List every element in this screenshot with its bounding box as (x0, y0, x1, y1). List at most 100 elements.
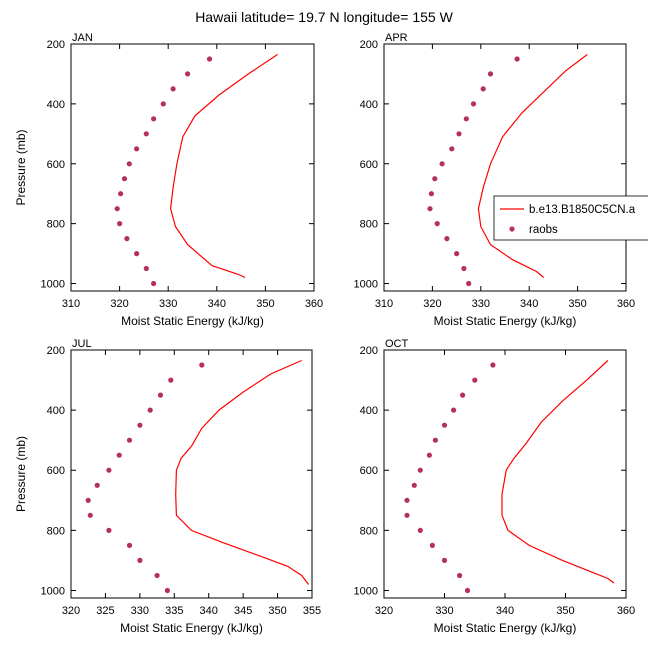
series-line-model (175, 359, 310, 585)
x-tick-label: 335 (165, 605, 183, 617)
raobs-point (114, 206, 120, 212)
raobs-point (124, 236, 130, 242)
x-tick-label: 360 (617, 605, 635, 617)
raobs-point (126, 161, 132, 167)
raobs-point (417, 527, 423, 534)
x-tick-label: 330 (131, 605, 149, 617)
y-tick-label: 200 (360, 345, 378, 357)
raobs-point (206, 56, 213, 62)
y-tick-label: 400 (360, 99, 378, 111)
y-tick-label: 200 (47, 345, 65, 357)
x-tick-label: 320 (423, 298, 441, 310)
raobs-point (126, 437, 133, 443)
x-tick-label: 345 (234, 605, 252, 617)
raobs-point (126, 542, 133, 549)
raobs-point (426, 452, 432, 458)
raobs-point (472, 377, 478, 383)
raobs-point (160, 101, 166, 107)
panel-label-oct: OCT (385, 338, 409, 350)
raobs-point (87, 512, 93, 518)
raobs-point (490, 362, 496, 368)
y-tick-label: 600 (47, 159, 65, 171)
plot-frame-jul (70, 349, 313, 599)
raobs-point (441, 557, 448, 564)
raobs-point (143, 131, 149, 137)
x-tick-label: 340 (520, 298, 538, 310)
raobs-point (417, 467, 423, 473)
panel-oct: 320 330 340 350 360 200 400 600 800 1000 OCT Moist … (354, 338, 636, 635)
raobs-point (461, 265, 467, 272)
y-tick-label: 600 (360, 159, 378, 171)
legend-label-model: b.e13.B1850C5CN.a (529, 204, 636, 216)
raobs-point (94, 482, 100, 488)
raobs-point (164, 587, 170, 594)
legend: b.e13.B1850C5CN.a raobs (493, 195, 648, 241)
raobs-point (470, 101, 477, 107)
legend-marker-swatch (509, 226, 515, 232)
y-axis-label: Pressure (mb) (14, 129, 28, 205)
panel-apr: 310 320 330 340 350 360 200 400 600 800 1000 APR Moi… (354, 32, 636, 328)
x-tick-label: 330 (472, 298, 490, 310)
raobs-point (460, 392, 466, 398)
raobs-point (432, 437, 438, 443)
raobs-point (157, 392, 164, 398)
raobs-point (454, 251, 460, 257)
legend-label-raobs: raobs (529, 224, 558, 236)
x-tick-label: 340 (208, 298, 226, 310)
raobs-point (170, 86, 176, 92)
raobs-point (118, 191, 124, 197)
raobs-point (151, 116, 157, 122)
y-tick-label: 1000 (41, 279, 65, 291)
y-tick-label: 1000 (354, 585, 378, 597)
raobs-point (464, 587, 471, 594)
x-axis-label: Moist Static Energy (kJ/kg) (434, 314, 577, 328)
x-tick-label: 350 (568, 298, 586, 310)
x-tick-label: 350 (268, 605, 286, 617)
x-tick-label: 350 (556, 605, 574, 617)
raobs-point (404, 497, 410, 503)
y-tick-label: 1000 (41, 585, 65, 597)
x-tick-label: 355 (303, 605, 321, 617)
raobs-point (514, 56, 520, 62)
raobs-point (411, 482, 417, 488)
panel-jan: 310 320 330 340 350 360 200 400 600 800 1000 JAN Moi… (14, 32, 323, 328)
y-tick-label: 800 (360, 525, 378, 537)
raobs-point (404, 512, 410, 518)
series-line-model (169, 54, 278, 279)
y-tick-label: 200 (360, 39, 378, 51)
x-axis-label: Moist Static Energy (kJ/kg) (434, 621, 577, 635)
x-tick-label: 340 (200, 605, 218, 617)
raobs-point (154, 572, 160, 579)
raobs-point (85, 497, 91, 503)
raobs-point (439, 161, 445, 167)
x-tick-label: 330 (435, 605, 453, 617)
panel-label-jul: JUL (72, 338, 92, 350)
raobs-point (185, 71, 191, 77)
raobs-point (451, 407, 457, 413)
x-tick-label: 320 (375, 605, 393, 617)
legend-box (493, 195, 648, 241)
raobs-point (444, 236, 450, 242)
raobs-point (441, 422, 448, 428)
y-tick-label: 400 (47, 99, 65, 111)
raobs-point (456, 131, 462, 137)
y-tick-label: 200 (47, 39, 65, 51)
series-line-model (477, 54, 588, 278)
raobs-point (116, 452, 122, 458)
x-tick-label: 360 (617, 298, 635, 310)
raobs-point (427, 206, 433, 212)
x-tick-label: 340 (496, 605, 514, 617)
raobs-point (151, 280, 157, 287)
raobs-point (121, 176, 128, 182)
raobs-point (134, 251, 140, 257)
raobs-point (117, 221, 123, 227)
chart-title: Hawaii latitude= 19.7 N longitude= 155 W (195, 9, 453, 25)
x-tick-label: 310 (375, 298, 393, 310)
x-axis-label: Moist Static Energy (kJ/kg) (120, 621, 263, 635)
raobs-point (480, 86, 486, 92)
y-tick-label: 800 (360, 219, 378, 231)
raobs-point (199, 362, 205, 368)
raobs-point (143, 265, 149, 272)
y-tick-label: 800 (47, 219, 65, 231)
